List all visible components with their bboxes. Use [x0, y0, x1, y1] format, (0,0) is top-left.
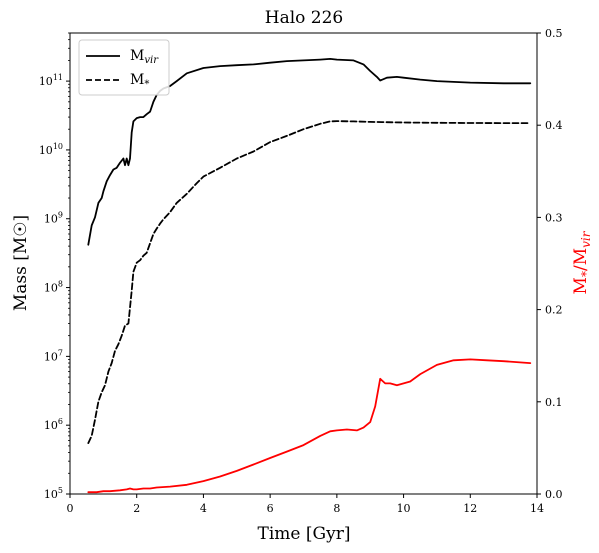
right-y-tick-label: 0.1	[545, 396, 563, 409]
right-y-tick-label: 0.5	[545, 27, 563, 40]
left-y-tick-label: 105	[44, 486, 63, 501]
left-y-tick-label: 107	[44, 348, 63, 363]
x-tick-label: 14	[530, 502, 544, 515]
right-y-axis-label: M*/Mvir	[571, 230, 593, 294]
legend-mstar-main: M	[130, 72, 144, 88]
legend-mvir-sub: vir	[144, 55, 159, 66]
left-y-tick-label: 1011	[39, 73, 63, 88]
legend-label-mstar: M*	[130, 72, 149, 90]
right-y-tick-label: 0.4	[545, 119, 563, 132]
x-tick-label: 10	[397, 502, 411, 515]
right-label-mid: /M	[571, 248, 591, 271]
legend: Mvir M*	[78, 39, 170, 96]
series-line-m-	[87, 120, 532, 445]
left-y-tick-label: 106	[44, 417, 63, 432]
x-tick-label: 2	[133, 502, 140, 515]
left-y-tick-label: 1010	[39, 142, 63, 157]
chart-title: Halo 226	[265, 8, 343, 28]
right-y-tick-label: 0.2	[545, 304, 563, 317]
x-axis: 0 2 4 6 8 10 12 14	[67, 494, 544, 515]
legend-label-mvir: Mvir	[130, 48, 159, 66]
series-line-m-m-vir	[87, 358, 532, 494]
right-label-sub2: vir	[579, 230, 593, 248]
left-y-axis-label: Mass [M☉]	[11, 215, 31, 311]
left-y-tick-label: 109	[44, 211, 63, 226]
right-label-sub1: *	[579, 271, 593, 277]
x-axis-label: Time [Gyr]	[258, 524, 351, 544]
legend-mvir-main: M	[130, 48, 144, 64]
right-label-main: M	[571, 277, 591, 294]
plot-frame	[69, 32, 538, 495]
right-y-tick-label: 0.0	[545, 488, 563, 501]
left-y-axis: 105 106 107 108 109 1010 1011	[39, 32, 70, 501]
x-tick-label: 6	[267, 502, 274, 515]
x-tick-label: 0	[67, 502, 74, 515]
x-tick-label: 8	[333, 502, 340, 515]
legend-box	[78, 39, 170, 96]
right-y-tick-label: 0.3	[545, 211, 563, 224]
left-y-tick-label: 108	[44, 280, 63, 295]
x-tick-label: 4	[200, 502, 207, 515]
right-y-axis: 0.0 0.1 0.2 0.3 0.4 0.5	[537, 27, 563, 501]
legend-mstar-sub: *	[144, 79, 149, 90]
x-tick-label: 12	[463, 502, 477, 515]
